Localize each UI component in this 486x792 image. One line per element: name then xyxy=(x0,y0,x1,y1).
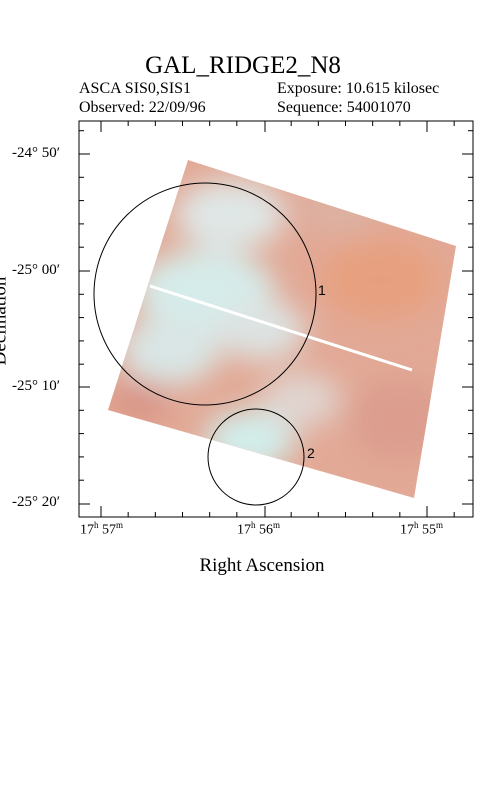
source-region-1[interactable] xyxy=(93,182,317,406)
axis-ticks xyxy=(79,121,473,517)
instrument-label: ASCA SIS0,SIS1 xyxy=(79,80,192,97)
image-title: GAL_RIDGE2_N8 xyxy=(145,52,341,79)
dec-tick-label: -25° 10′ xyxy=(12,378,61,394)
sequence-label: Sequence: 54001070 xyxy=(277,99,411,116)
y-axis-label: Declination xyxy=(0,276,11,366)
region-1-label: 1 xyxy=(318,282,326,298)
observed-label: Observed: 22/09/96 xyxy=(79,99,206,116)
xray-image xyxy=(108,160,456,498)
dec-tick-label: -24° 50′ xyxy=(12,145,61,161)
exposure-label: Exposure: 10.615 kilosec xyxy=(277,80,440,97)
ra-tick-label: 17h 57m xyxy=(80,520,124,538)
dec-tick-label: -25° 00′ xyxy=(12,262,61,278)
region-2-label: 2 xyxy=(307,445,315,461)
x-axis-label: Right Ascension xyxy=(199,555,325,576)
ra-tick-label: 17h 55m xyxy=(400,520,444,538)
plot-frame xyxy=(78,120,474,518)
dec-tick-label: -25° 20′ xyxy=(12,494,61,510)
ra-tick-label: 17h 56m xyxy=(237,520,281,538)
source-region-2[interactable] xyxy=(207,408,305,506)
